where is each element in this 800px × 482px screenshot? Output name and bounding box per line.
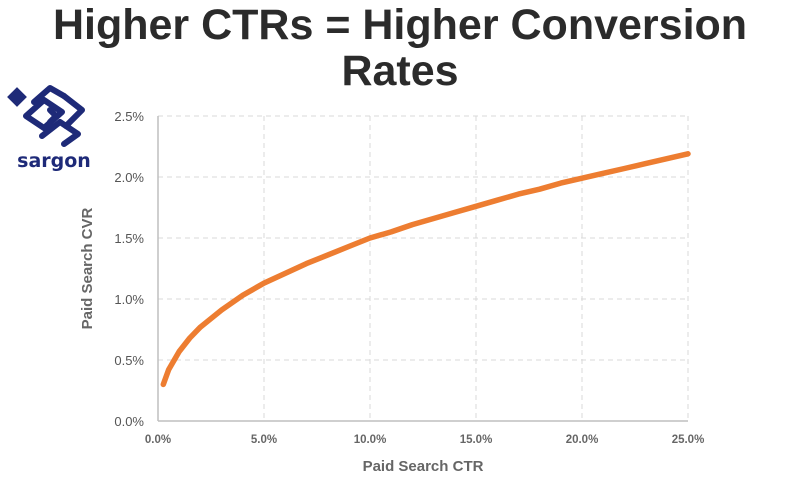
x-tick-label: 5.0% — [251, 434, 277, 446]
sargon-logo-icon — [7, 85, 85, 147]
y-tick-label: 1.5% — [114, 231, 144, 246]
x-axis-tick-labels: 0.0% 5.0% 10.0% 15.0% 20.0% 25.0% — [145, 434, 704, 446]
x-tick-label: 10.0% — [354, 434, 387, 446]
y-axis-tick-labels: 0.0% 0.5% 1.0% 1.5% 2.0% 2.5% — [114, 109, 144, 429]
x-axis-title: Paid Search CTR — [363, 458, 484, 475]
sargon-logo-text: sargon — [17, 150, 91, 172]
chart-grid — [158, 115, 689, 421]
x-tick-label: 0.0% — [145, 434, 171, 446]
y-tick-label: 0.5% — [114, 353, 144, 368]
x-tick-label: 20.0% — [566, 434, 599, 446]
y-tick-label: 2.5% — [114, 109, 144, 124]
y-tick-label: 1.0% — [114, 292, 144, 307]
y-axis-title: Paid Search CVR — [79, 207, 96, 329]
chart-title: Higher CTRs = Higher Conversion Rates — [0, 2, 800, 94]
sargon-logo: sargon — [4, 82, 104, 174]
series-line-1 — [160, 151, 691, 388]
chart-series — [160, 151, 691, 388]
y-tick-label: 2.0% — [114, 170, 144, 185]
y-tick-label: 0.0% — [114, 414, 144, 429]
x-tick-label: 15.0% — [460, 434, 493, 446]
chart-title-line-2: Rates — [341, 47, 459, 95]
chart-axes — [157, 116, 688, 422]
x-tick-label: 25.0% — [672, 434, 705, 446]
chart-title-line-1: Higher CTRs = Higher Conversion — [52, 1, 748, 49]
